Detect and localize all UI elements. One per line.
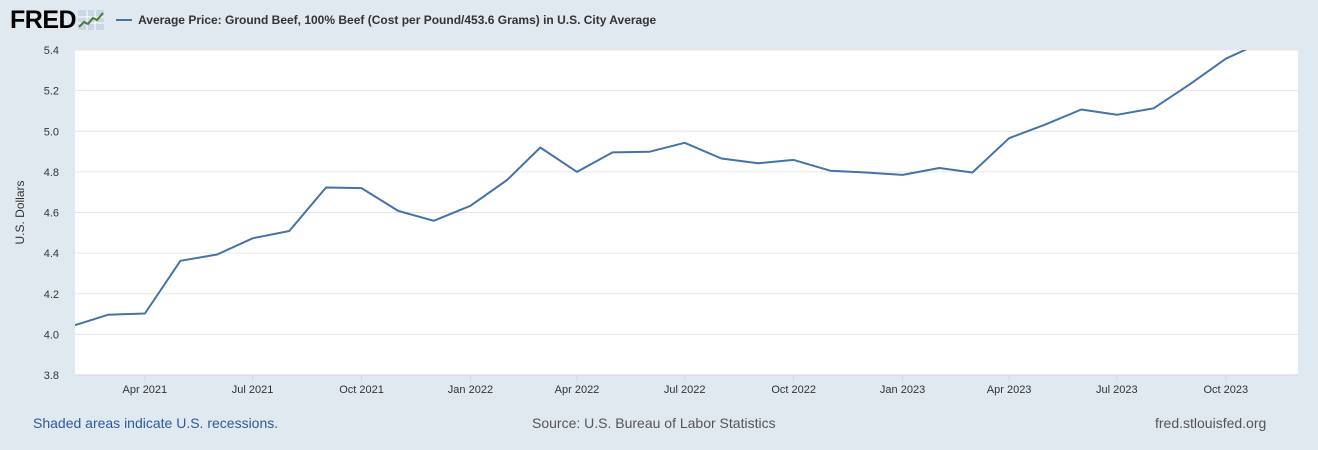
- line-graph-icon: [78, 10, 105, 30]
- x-tick-label: Oct 2023: [1203, 384, 1248, 396]
- y-tick-label: 4.6: [44, 208, 59, 220]
- x-tick-label: Jan 2022: [448, 384, 493, 396]
- x-tick-label: Jan 2023: [880, 384, 925, 396]
- x-tick-label: Jul 2021: [232, 384, 274, 396]
- y-tick-label: 5.4: [44, 45, 59, 57]
- legend-line-swatch: [116, 19, 133, 21]
- y-tick-label: 4.4: [44, 248, 59, 260]
- site-link[interactable]: fred.stlouisfed.org: [1155, 415, 1267, 431]
- x-tick-label: Jul 2022: [664, 384, 706, 396]
- legend[interactable]: Average Price: Ground Beef, 100% Beef (C…: [116, 13, 656, 27]
- x-tick-label: Apr 2022: [555, 384, 600, 396]
- y-tick-label: 5.2: [44, 86, 59, 98]
- x-tick-label: Apr 2023: [987, 384, 1032, 396]
- fred-logo-text: FRED: [10, 5, 77, 34]
- recessions-note-link[interactable]: Shaded areas indicate U.S. recessions.: [33, 415, 279, 431]
- y-tick-label: 4.2: [44, 289, 59, 301]
- source-text: Source: U.S. Bureau of Labor Statistics: [532, 415, 776, 431]
- series-line: [75, 50, 1248, 327]
- legend-series-title: Average Price: Ground Beef, 100% Beef (C…: [138, 13, 657, 27]
- y-tick-label: 3.8: [44, 370, 59, 382]
- y-tick-label: 4.0: [44, 329, 59, 341]
- chart-header: FRED Average Price: Ground Beef, 100% Be…: [10, 6, 656, 34]
- y-tick-label: 5.0: [44, 126, 59, 138]
- x-tick-label: Oct 2022: [771, 384, 816, 396]
- x-tick-label: Oct 2021: [339, 384, 384, 396]
- y-axis-label: U.S. Dollars: [13, 180, 27, 244]
- line-chart[interactable]: 3.8 4.0 4.2 4.4 4.6 4.8 5.0 5.2 5.4 Apr 2021 Jul 2…: [0, 0, 1318, 410]
- fred-logo[interactable]: FRED: [10, 5, 105, 34]
- x-tick-label: Apr 2021: [123, 384, 168, 396]
- y-tick-label: 4.8: [44, 167, 59, 179]
- x-tick-label: Jul 2023: [1096, 384, 1138, 396]
